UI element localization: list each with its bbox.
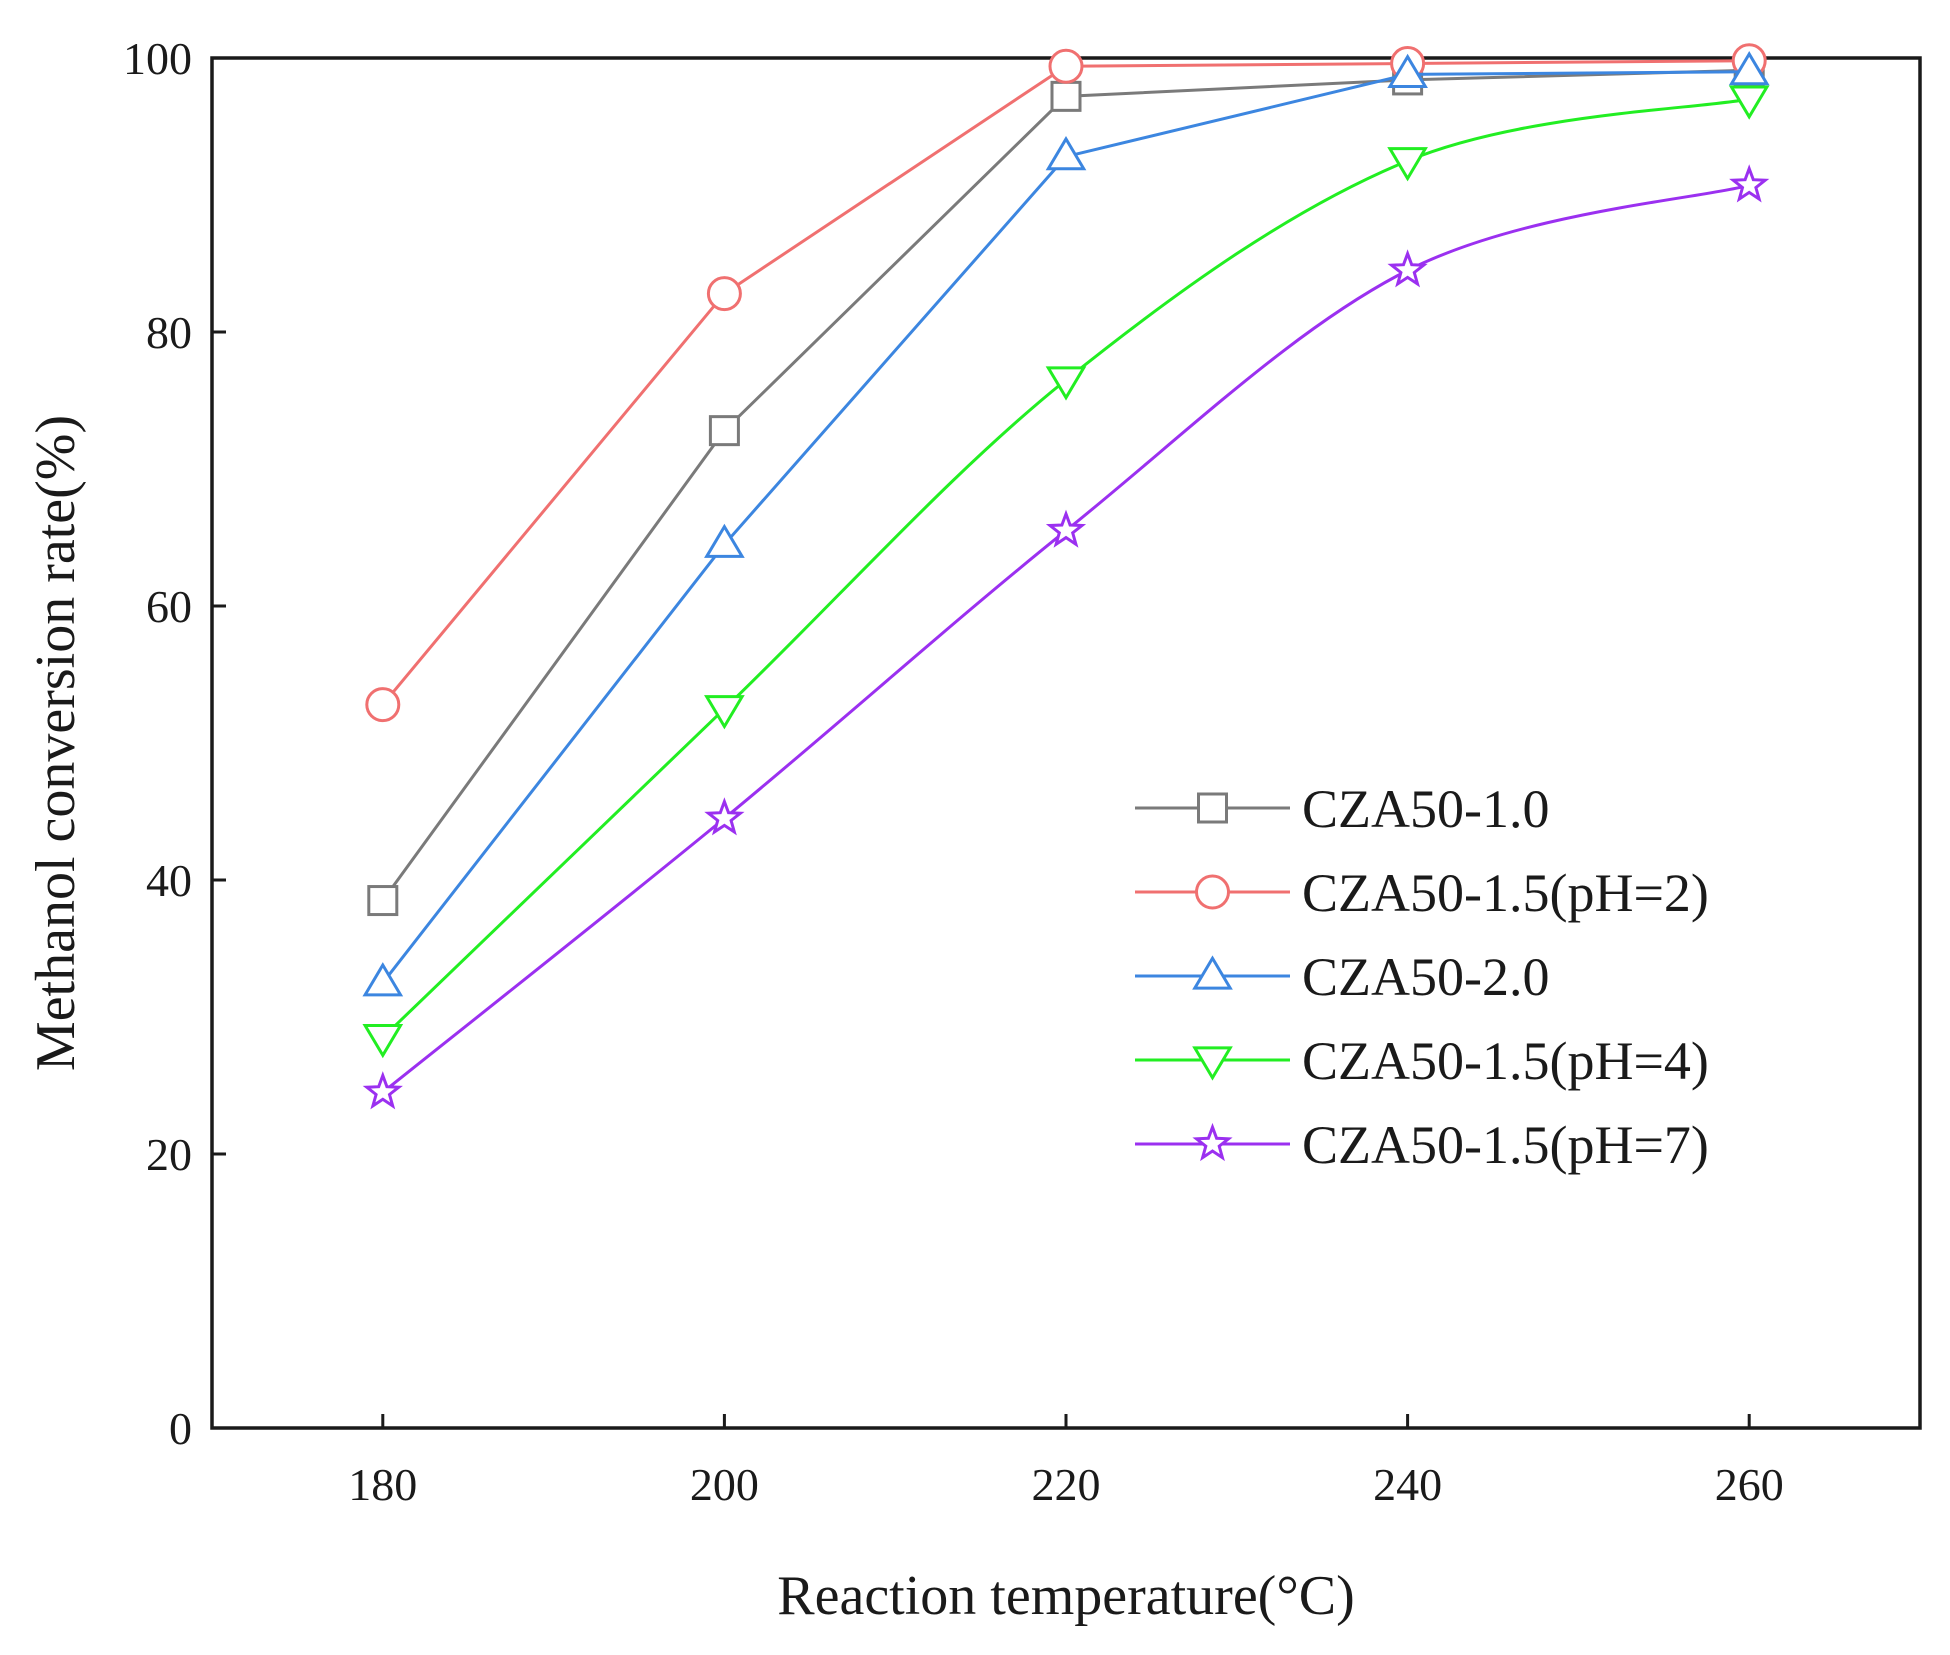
y-tick-label: 60 — [146, 581, 192, 632]
data-point — [362, 1023, 404, 1059]
data-point — [1729, 164, 1770, 203]
data-point — [1728, 51, 1770, 86]
legend-item: CZA50-1.5(pH=4) — [1135, 1031, 1709, 1091]
y-tick-label: 40 — [146, 855, 192, 906]
x-tick-label: 220 — [1032, 1459, 1101, 1510]
x-tick-label: 180 — [348, 1459, 417, 1510]
data-point — [1045, 509, 1087, 548]
x-axis-title: Reaction temperature(°C) — [777, 1565, 1354, 1627]
y-tick-label: 100 — [123, 33, 192, 84]
legend-marker — [1192, 1046, 1233, 1081]
x-tick-label: 260 — [1715, 1459, 1784, 1510]
series-cza50-1-5-ph-7- — [362, 164, 1770, 1110]
data-point — [1387, 249, 1428, 288]
series-cza50-2-0 — [362, 51, 1770, 997]
legend-item: CZA50-2.0 — [1135, 947, 1549, 1007]
y-tick-label: 0 — [169, 1403, 192, 1454]
data-point — [362, 1071, 403, 1110]
data-point — [704, 695, 745, 730]
legend-item: CZA50-1.5(pH=2) — [1135, 863, 1709, 923]
data-point — [1728, 85, 1770, 120]
series-layer — [362, 43, 1770, 1110]
data-point — [708, 415, 740, 447]
data-point — [1045, 366, 1087, 401]
legend-label: CZA50-2.0 — [1302, 947, 1549, 1007]
legend-marker — [1192, 1122, 1233, 1162]
x-tick-label: 240 — [1373, 1459, 1442, 1510]
series-line — [381, 97, 1750, 1039]
y-axis-title: Methanol conversion rate(%) — [25, 415, 87, 1071]
data-point — [1387, 53, 1428, 89]
data-point — [1050, 80, 1082, 112]
legend-item: CZA50-1.5(pH=7) — [1135, 1115, 1709, 1175]
data-point — [704, 523, 745, 558]
data-point — [365, 687, 401, 723]
legend-marker — [1192, 955, 1233, 990]
legend-item: CZA50-1.0 — [1135, 779, 1549, 839]
y-axis: 0 20 40 60 80 100 — [123, 33, 226, 1454]
x-axis: 180 200 220 240 260 — [348, 1414, 1784, 1510]
y-tick-label: 80 — [146, 307, 192, 358]
data-point — [704, 797, 745, 836]
data-point — [706, 276, 742, 312]
data-point — [367, 885, 399, 917]
x-tick-label: 200 — [690, 1459, 759, 1510]
legend-marker — [1197, 792, 1228, 824]
legend-label: CZA50-1.5(pH=2) — [1302, 863, 1709, 923]
series-cza50-1-5-ph-4- — [362, 85, 1770, 1059]
legend-label: CZA50-1.0 — [1302, 779, 1549, 839]
data-point — [1048, 48, 1084, 84]
y-tick-label: 20 — [146, 1129, 192, 1180]
data-point — [1387, 147, 1428, 182]
legend-marker — [1195, 874, 1230, 910]
data-point — [1045, 135, 1087, 171]
legend-label: CZA50-1.5(pH=4) — [1302, 1031, 1709, 1091]
legend-label: CZA50-1.5(pH=7) — [1302, 1115, 1709, 1175]
data-point — [362, 962, 404, 997]
legend: CZA50-1.0 CZA50-1.5(pH=2) CZA50-2.0 CZA50-1… — [1135, 779, 1709, 1175]
